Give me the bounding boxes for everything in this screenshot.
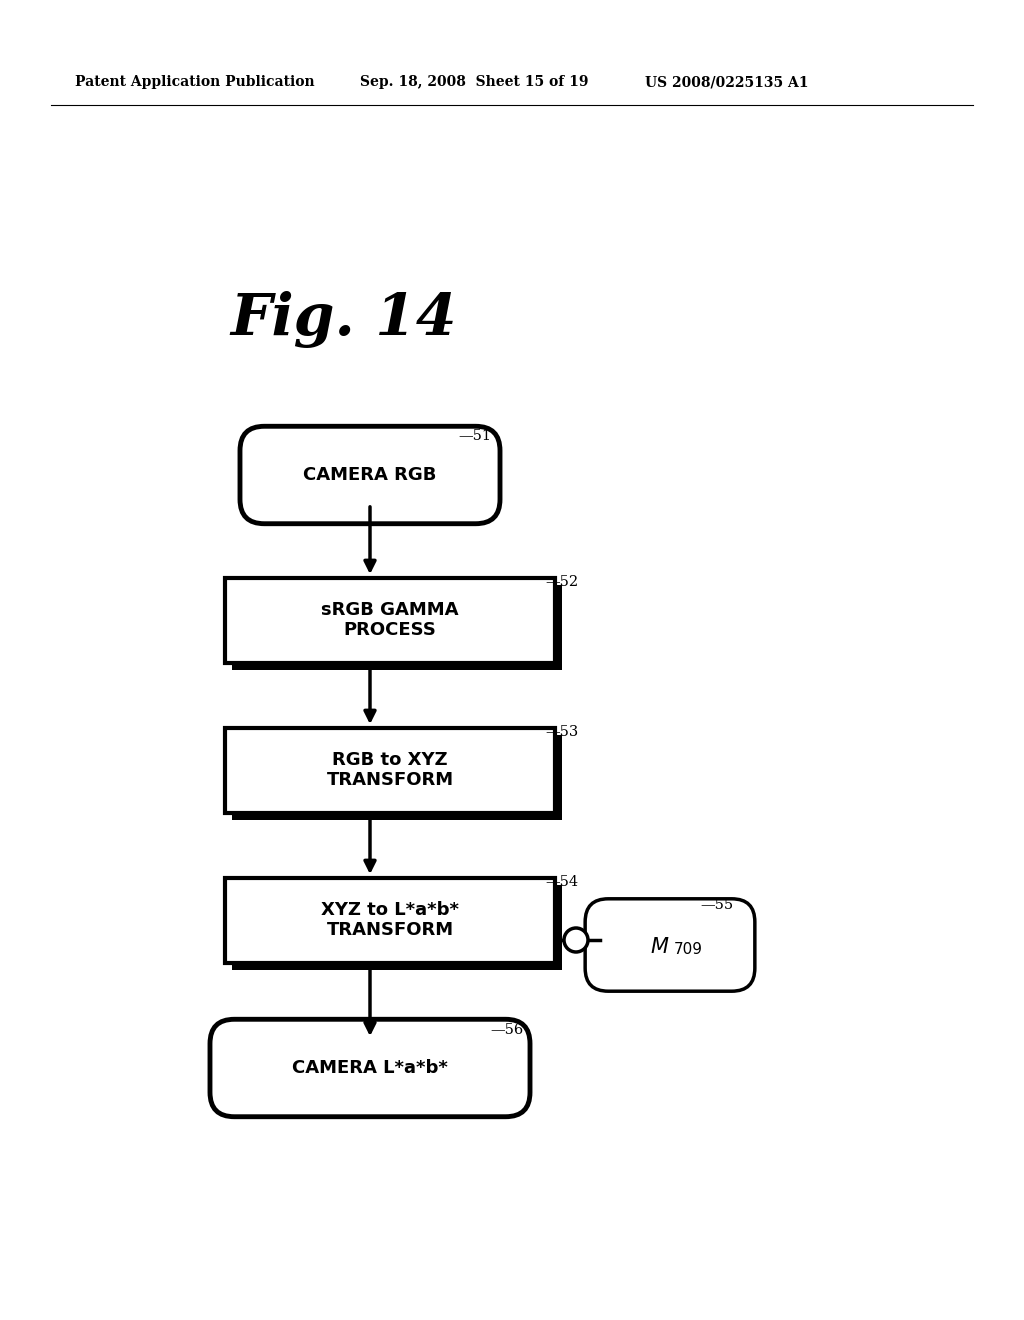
Text: CAMERA L*a*b*: CAMERA L*a*b* <box>292 1059 447 1077</box>
Text: —54: —54 <box>545 875 579 888</box>
Circle shape <box>564 928 588 952</box>
Text: XYZ to L*a*b*
TRANSFORM: XYZ to L*a*b* TRANSFORM <box>321 900 459 940</box>
Bar <box>232 585 562 669</box>
Bar <box>232 734 562 820</box>
Text: —55: —55 <box>700 898 733 912</box>
FancyBboxPatch shape <box>585 899 755 991</box>
FancyBboxPatch shape <box>210 1019 530 1117</box>
Text: —52: —52 <box>545 576 579 589</box>
Bar <box>232 884 562 969</box>
Text: 709: 709 <box>674 942 702 957</box>
Text: Fig. 14: Fig. 14 <box>230 292 457 348</box>
Text: —53: —53 <box>545 725 579 739</box>
Text: $M$: $M$ <box>650 937 670 957</box>
Bar <box>225 727 555 813</box>
Text: CAMERA RGB: CAMERA RGB <box>303 466 436 484</box>
Text: RGB to XYZ
TRANSFORM: RGB to XYZ TRANSFORM <box>327 751 454 789</box>
Text: Patent Application Publication: Patent Application Publication <box>75 75 314 88</box>
FancyBboxPatch shape <box>240 426 500 524</box>
Text: —51: —51 <box>458 429 490 444</box>
Bar <box>225 578 555 663</box>
Text: Sep. 18, 2008  Sheet 15 of 19: Sep. 18, 2008 Sheet 15 of 19 <box>360 75 589 88</box>
Text: —56: —56 <box>490 1023 523 1038</box>
Bar <box>225 878 555 962</box>
Text: US 2008/0225135 A1: US 2008/0225135 A1 <box>645 75 809 88</box>
Text: sRGB GAMMA
PROCESS: sRGB GAMMA PROCESS <box>322 601 459 639</box>
